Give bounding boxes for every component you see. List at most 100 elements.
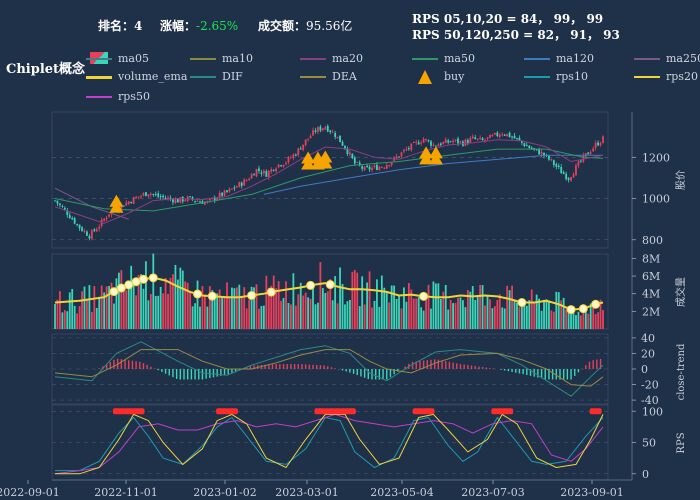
volume-bar — [186, 282, 189, 329]
macd-histogram-bar — [592, 360, 594, 369]
volume-bar — [535, 294, 538, 329]
volume-bar — [575, 315, 577, 329]
volume-bar — [496, 300, 499, 329]
volume-signal-dot — [131, 277, 141, 287]
macd-histogram-bar — [422, 360, 425, 369]
volume-bar — [501, 307, 504, 329]
macd-histogram-bar — [540, 369, 543, 379]
volume-bar — [582, 304, 585, 329]
candle-body — [464, 139, 467, 146]
candle-body — [208, 198, 211, 201]
candle-body — [326, 125, 329, 132]
volume-bar — [565, 309, 568, 329]
legend-label-buy: buy — [444, 70, 465, 83]
macd-histogram-bar — [304, 364, 307, 369]
macd-histogram-bar — [411, 361, 414, 369]
macd-histogram-bar — [131, 360, 134, 369]
macd-histogram-bar — [467, 365, 469, 369]
ma20-line — [54, 139, 604, 224]
candle-body — [299, 148, 302, 150]
rps-tick-label: 0 — [642, 468, 649, 481]
volume-bar — [132, 282, 135, 329]
volume-bar — [466, 290, 469, 329]
macd-histogram-bar — [245, 367, 248, 369]
candle-body — [415, 141, 418, 143]
macd-histogram-bar — [596, 359, 598, 369]
macd-histogram-bar — [290, 364, 292, 369]
candle-body — [356, 162, 359, 164]
candle-body — [334, 132, 337, 137]
macd-histogram-bar — [574, 369, 576, 376]
volume-bar — [366, 282, 368, 329]
candle-body — [290, 157, 292, 159]
rps-high-marker — [491, 408, 504, 415]
volume-bar — [331, 300, 334, 329]
candle-body — [395, 156, 398, 159]
volume-bar — [361, 276, 364, 329]
macd-histogram-bar — [404, 366, 406, 369]
candle-body — [218, 192, 221, 198]
candle-body — [56, 200, 59, 204]
candle-body — [358, 162, 361, 166]
macd-histogram-bar — [341, 369, 344, 371]
candle-body — [449, 141, 452, 143]
volume-bar — [174, 264, 177, 329]
volume-bar — [516, 302, 518, 329]
ma250-line — [54, 187, 129, 220]
buy-signal-marker — [318, 156, 333, 169]
macd-histogram-bar — [312, 364, 314, 369]
macd-histogram-bar — [275, 364, 277, 369]
legend-label-rps50: rps50 — [118, 90, 150, 103]
macd-histogram-bar — [234, 369, 237, 372]
buy-signal-marker — [109, 200, 124, 213]
candle-body — [243, 179, 246, 186]
candle-body — [489, 134, 491, 139]
price-tick-label: 1000 — [642, 193, 670, 206]
volume-signal-dot — [124, 280, 134, 290]
change-value: -2.65% — [196, 19, 239, 33]
legend-item-ma10: ma10 — [190, 52, 253, 66]
legend-swatch-volume_ema — [86, 75, 112, 79]
volume-bar — [218, 289, 221, 329]
rps-high-marker — [225, 408, 238, 415]
volume-signal-dot — [109, 287, 119, 297]
macd-histogram-bar — [227, 369, 229, 375]
legend-swatch-rps10 — [524, 76, 550, 78]
volume-bar — [437, 283, 440, 329]
candle-body — [304, 139, 307, 146]
volume-bar — [250, 286, 253, 329]
volume-bar — [243, 287, 246, 329]
rps-high-marker — [422, 408, 435, 415]
volume-bar — [130, 265, 133, 329]
macd-histogram-bar — [157, 369, 159, 371]
volume-bar — [523, 304, 526, 329]
volume-bar — [275, 288, 278, 329]
macd-histogram-bar — [164, 369, 167, 374]
macd-tick-label: 20 — [641, 347, 655, 360]
volume-bar — [334, 276, 337, 329]
candle-body — [59, 203, 61, 205]
volume-bar — [552, 311, 555, 329]
candle-body — [321, 128, 324, 131]
volume-bar — [589, 303, 592, 329]
candle-body — [548, 155, 550, 160]
candle-body — [309, 136, 312, 139]
volume-bar — [54, 303, 56, 329]
macd-histogram-bar — [334, 368, 336, 369]
macd-histogram-bar — [415, 361, 417, 369]
rank-label: 排名： — [98, 19, 135, 33]
macd-histogram-bar — [389, 369, 392, 377]
candle-body — [471, 136, 474, 139]
legend-label-rps20: rps20 — [666, 70, 698, 83]
candle-body — [172, 199, 174, 203]
price-tick-label: 1200 — [642, 151, 670, 164]
volume-bar — [157, 295, 160, 329]
macd-histogram-bar — [142, 363, 145, 369]
candle-body — [570, 177, 572, 181]
macd-histogram-bar — [522, 369, 524, 375]
volume-bar — [398, 294, 400, 329]
volume-bar — [457, 297, 459, 329]
volume-bar — [113, 303, 115, 329]
macd-histogram-bar — [349, 369, 351, 373]
legend-item-ma20: ma20 — [300, 52, 363, 66]
